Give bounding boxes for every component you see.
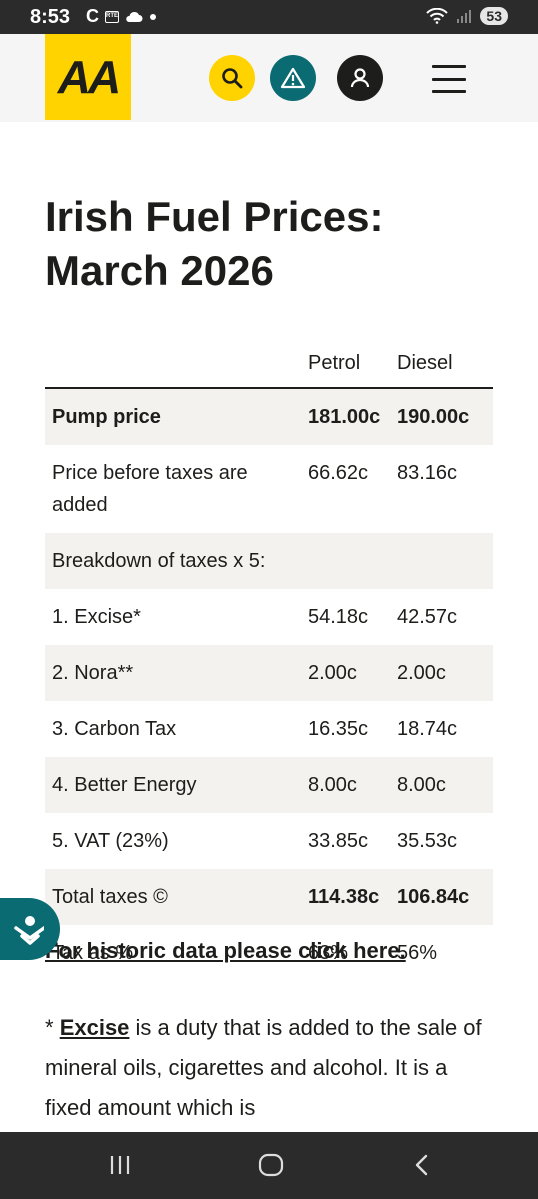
petrol-value: 2.00c — [308, 645, 397, 701]
road-alerts-button[interactable] — [270, 55, 316, 101]
dot-icon — [150, 13, 156, 20]
row-label: 5. VAT (23%) — [52, 830, 169, 852]
diesel-value: 56% — [397, 942, 438, 964]
petrol-value — [308, 533, 397, 589]
hamburger-icon-line-2 — [432, 77, 466, 81]
diesel-value: 190.00c — [397, 388, 493, 445]
accessibility-icon — [14, 916, 44, 945]
diesel-value: 83.16c — [397, 462, 458, 484]
table-header-label — [45, 344, 308, 389]
page-title: Irish Fuel Prices: March 2026 — [45, 193, 384, 294]
excise-footnote: * Excise is a duty that is added to the … — [45, 1008, 485, 1128]
table-row: Tax as % 63% 56% — [45, 925, 493, 981]
logo-text: AA — [57, 51, 121, 103]
row-label: 3. Carbon Tax — [52, 718, 177, 740]
table-row: 4. Better Energy 8.00c 8.00c — [45, 757, 493, 813]
table-header-row: Petrol Diesel — [45, 344, 493, 389]
row-label: 4. Better Energy — [45, 757, 308, 813]
table-header-petrol: Petrol — [308, 344, 397, 389]
search-icon — [222, 68, 243, 89]
fuel-price-table: Petrol Diesel Pump price 181.00c 190.00c… — [45, 344, 493, 981]
row-label: Total taxes © — [45, 869, 308, 925]
back-button[interactable] — [402, 1150, 442, 1180]
signal-icon — [457, 10, 472, 23]
row-label: Pump price — [45, 388, 308, 445]
row-label: Tax as % — [52, 942, 134, 964]
row-label: 2. Nora** — [45, 645, 308, 701]
table-row: Price before taxes are added 66.62c 83.1… — [45, 445, 493, 533]
search-button[interactable] — [209, 55, 255, 101]
diesel-value — [397, 533, 493, 589]
row-label: 1. Excise* — [52, 606, 141, 628]
diesel-value: 8.00c — [397, 757, 493, 813]
home-icon — [258, 1153, 284, 1177]
cloud-icon — [126, 11, 143, 22]
rte-app-icon: RTÉ — [105, 10, 119, 23]
hamburger-icon-line-3 — [432, 90, 466, 93]
diesel-value: 106.84c — [397, 869, 493, 925]
footnote-text: is a duty that is added to the sale of m… — [45, 1015, 482, 1120]
diesel-value: 42.57c — [397, 606, 458, 628]
status-bar: 8:53 C RTÉ 53 — [0, 0, 538, 34]
back-chevron-icon — [415, 1154, 428, 1176]
diesel-value: 2.00c — [397, 645, 493, 701]
menu-button[interactable] — [428, 62, 470, 96]
table-row: 3. Carbon Tax 16.35c 18.74c — [45, 701, 493, 757]
petrol-value: 54.18c — [308, 606, 369, 628]
account-button[interactable] — [337, 55, 383, 101]
petrol-value: 16.35c — [308, 718, 369, 740]
table-row: 5. VAT (23%) 33.85c 35.53c — [45, 813, 493, 869]
petrol-value: 63% — [308, 942, 349, 964]
table-row: Pump price 181.00c 190.00c — [45, 388, 493, 445]
row-label: Price before taxes are added — [52, 462, 248, 516]
petrol-value: 114.38c — [308, 869, 397, 925]
table-row: 1. Excise* 54.18c 42.57c — [45, 589, 493, 645]
table-row: 2. Nora** 2.00c 2.00c — [45, 645, 493, 701]
carrier-icon: C — [86, 6, 99, 26]
person-icon — [350, 68, 370, 88]
recent-apps-icon — [110, 1156, 130, 1174]
petrol-value: 8.00c — [308, 757, 397, 813]
battery-indicator: 53 — [480, 7, 508, 25]
diesel-value: 35.53c — [397, 830, 458, 852]
row-label: Breakdown of taxes x 5: — [45, 533, 308, 589]
hamburger-icon-line-1 — [432, 65, 466, 68]
status-time: 8:53 — [30, 6, 71, 28]
petrol-value: 33.85c — [308, 830, 369, 852]
accessibility-button[interactable] — [0, 898, 60, 960]
aa-logo[interactable]: AA — [45, 34, 131, 120]
status-system-icons: 53 — [426, 7, 508, 25]
status-notification-icons: C RTÉ — [86, 6, 157, 27]
petrol-value: 66.62c — [308, 462, 369, 484]
table-header-diesel: Diesel — [397, 344, 493, 389]
petrol-value: 181.00c — [308, 388, 397, 445]
table-row: Total taxes © 114.38c 106.84c — [45, 869, 493, 925]
excise-link[interactable]: Excise — [59, 1015, 130, 1040]
warning-icon — [280, 67, 306, 89]
diesel-value: 18.74c — [397, 718, 458, 740]
table-row: Breakdown of taxes x 5: — [45, 533, 493, 589]
system-nav-bar — [0, 1132, 538, 1199]
footnote-prefix: * — [45, 1015, 60, 1040]
home-button[interactable] — [251, 1150, 291, 1180]
wifi-icon — [426, 8, 449, 24]
historic-data-link[interactable]: For historic data please click here. — [45, 938, 406, 963]
recent-apps-button[interactable] — [100, 1150, 140, 1180]
